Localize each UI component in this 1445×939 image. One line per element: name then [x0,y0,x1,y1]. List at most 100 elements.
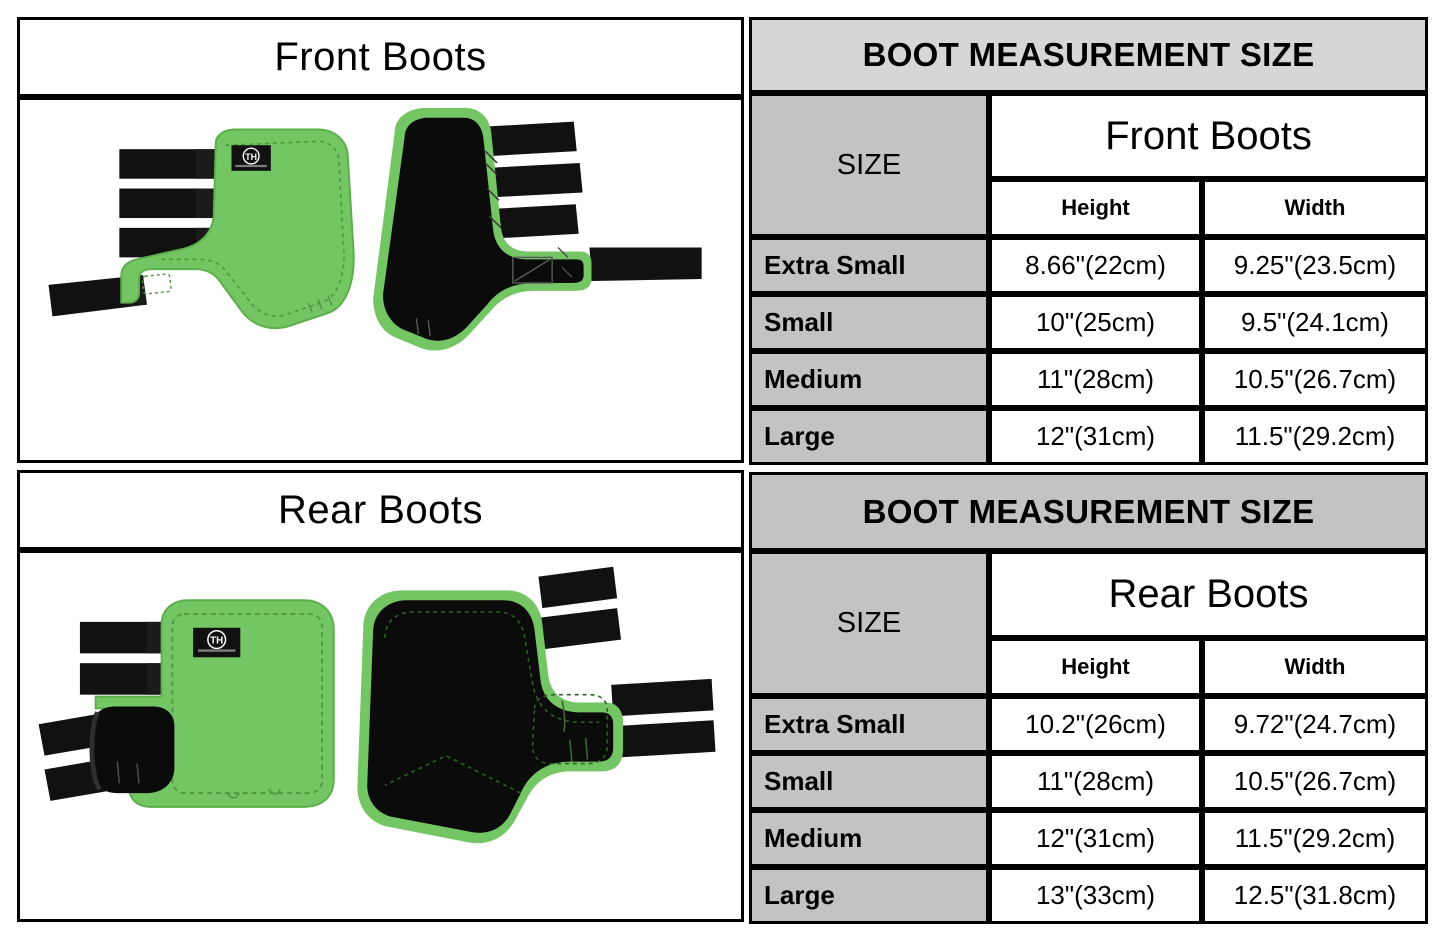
front-table-banner: BOOT MEASUREMENT SIZE [749,17,1428,93]
table-cell: 9.25"(23.5cm) [1202,237,1428,294]
rear-outer-bottom-seams [226,788,282,799]
rear-boots-title-cell: Rear Boots [17,470,744,550]
rear-outer-upper-straps [79,621,174,695]
rear-row-1-width: 10.5"(26.7cm) [1233,766,1397,796]
front-boot-inner-view [373,107,702,351]
table-row: Extra Small [749,696,989,753]
table-row: Large [749,867,989,924]
table-cell: 12.5"(31.8cm) [1202,867,1428,924]
rear-outer-pad-ticks [116,761,140,784]
rear-table-banner-label: BOOT MEASUREMENT SIZE [862,492,1315,530]
rear-group-header: Rear Boots [989,551,1428,638]
front-inner-label-slash [514,258,551,282]
rear-row-0-height: 10.2"(26cm) [1025,709,1166,739]
front-width-subheader-label: Width [1284,195,1346,220]
rear-boots-panel-title: Rear Boots [277,488,484,532]
front-row-2-size: Medium [764,364,863,394]
rear-row-3-width: 12.5"(31.8cm) [1233,880,1397,910]
front-row-3-size: Large [764,421,835,451]
front-inner-body [382,117,584,341]
rear-boots-illustration-cell: Rear horse boot outer view in green with… [17,550,744,922]
table-row: Medium [749,351,989,408]
front-boots-panel-title: Front Boots [274,35,487,79]
table-cell: 12"(31cm) [989,408,1202,465]
front-inner-bottom-ticks [415,318,431,337]
rear-size-column-label: SIZE [836,607,902,639]
front-inner-stitch-marks [484,150,502,229]
front-size-column-label: SIZE [836,148,902,181]
front-group-header-label: Front Boots [1105,113,1312,158]
rear-width-subheader-label: Width [1284,654,1346,679]
table-cell: 10.5"(26.7cm) [1202,753,1428,810]
rear-group-header-label: Rear Boots [1108,572,1309,616]
front-outer-seam-ticks [307,295,333,313]
front-row-3-height: 12"(31cm) [1035,421,1156,451]
front-height-subheader: Height [989,179,1202,237]
table-cell: 8.66"(22cm) [989,237,1202,294]
rear-row-1-size: Small [764,766,834,796]
rear-outer-fetlock-pad [91,706,175,794]
table-row: Large [749,408,989,465]
table-row: Small [749,294,989,351]
rear-outer-lower-straps [38,714,108,801]
front-inner-strap-stitch [557,247,573,278]
front-row-0-width: 9.25"(23.5cm) [1233,250,1397,280]
table-row: Extra Small [749,237,989,294]
table-cell: 9.72"(24.7cm) [1202,696,1428,753]
table-cell: 12"(31cm) [989,810,1202,867]
rear-boots-illustration: Rear horse boot outer view in green with… [38,566,716,844]
rear-row-3-height: 13"(33cm) [1035,880,1156,910]
front-inner-label-patch [512,256,553,284]
rear-outer-stitch-panel [171,613,323,794]
table-cell: 9.5"(24.1cm) [1202,294,1428,351]
rear-size-column-header: SIZE [749,551,989,696]
table-cell: 11.5"(29.2cm) [1202,408,1428,465]
table-row: Small [749,753,989,810]
rear-boot-outer-view: TH [38,599,335,808]
rear-height-subheader: Height [989,638,1202,696]
front-row-1-width: 9.5"(24.1cm) [1241,307,1389,337]
rear-outer-brand-badge: TH [193,627,241,658]
rear-row-3-size: Large [764,880,835,910]
rear-outer-pad-edge [89,711,102,791]
front-boots-illustration: Front horse boot outer view in green wit… [48,107,702,351]
front-outer-patch [141,273,172,295]
front-outer-shell [120,128,355,330]
front-boot-outer-view: TH [48,128,355,330]
front-row-2-width: 10.5"(26.7cm) [1233,364,1397,394]
rear-row-0-width: 9.72"(24.7cm) [1233,709,1397,739]
table-cell: 10"(25cm) [989,294,1202,351]
front-row-0-height: 8.66"(22cm) [1025,250,1166,280]
front-boots-title-cell: Front Boots [17,17,744,97]
front-row-0-size: Extra Small [764,250,906,280]
front-row-1-size: Small [764,307,834,337]
front-row-2-height: 11"(28cm) [1036,364,1155,394]
rear-inner-body [367,600,614,833]
front-outer-brand-badge: TH [231,145,271,171]
table-row: Medium [749,810,989,867]
front-outer-stitching [156,140,345,317]
table-cell: 10.2"(26cm) [989,696,1202,753]
rear-row-1-height: 11"(28cm) [1036,766,1155,796]
rear-height-subheader-label: Height [1061,654,1130,679]
table-cell: 11"(28cm) [989,351,1202,408]
svg-text:TH: TH [210,636,223,647]
table-cell: 11"(28cm) [989,753,1202,810]
rear-inner-stitching [384,611,600,794]
svg-text:TH: TH [245,152,257,162]
rear-row-2-size: Medium [764,823,863,853]
front-row-3-width: 11.5"(29.2cm) [1234,421,1396,451]
front-row-1-height: 10"(25cm) [1035,307,1156,337]
table-cell: 10.5"(26.7cm) [1202,351,1428,408]
table-cell: 11.5"(29.2cm) [1202,810,1428,867]
rear-row-2-height: 12"(31cm) [1035,823,1156,853]
table-cell: 13"(33cm) [989,867,1202,924]
rear-table-banner: BOOT MEASUREMENT SIZE [749,472,1428,551]
rear-inner-straps [538,566,716,758]
front-width-subheader: Width [1202,179,1428,237]
front-boots-illustration-cell: Front horse boot outer view in green wit… [17,97,744,463]
rear-inner-pad-ticks [561,700,589,762]
rear-boot-inner-view [357,566,716,844]
rear-row-0-size: Extra Small [764,709,906,739]
